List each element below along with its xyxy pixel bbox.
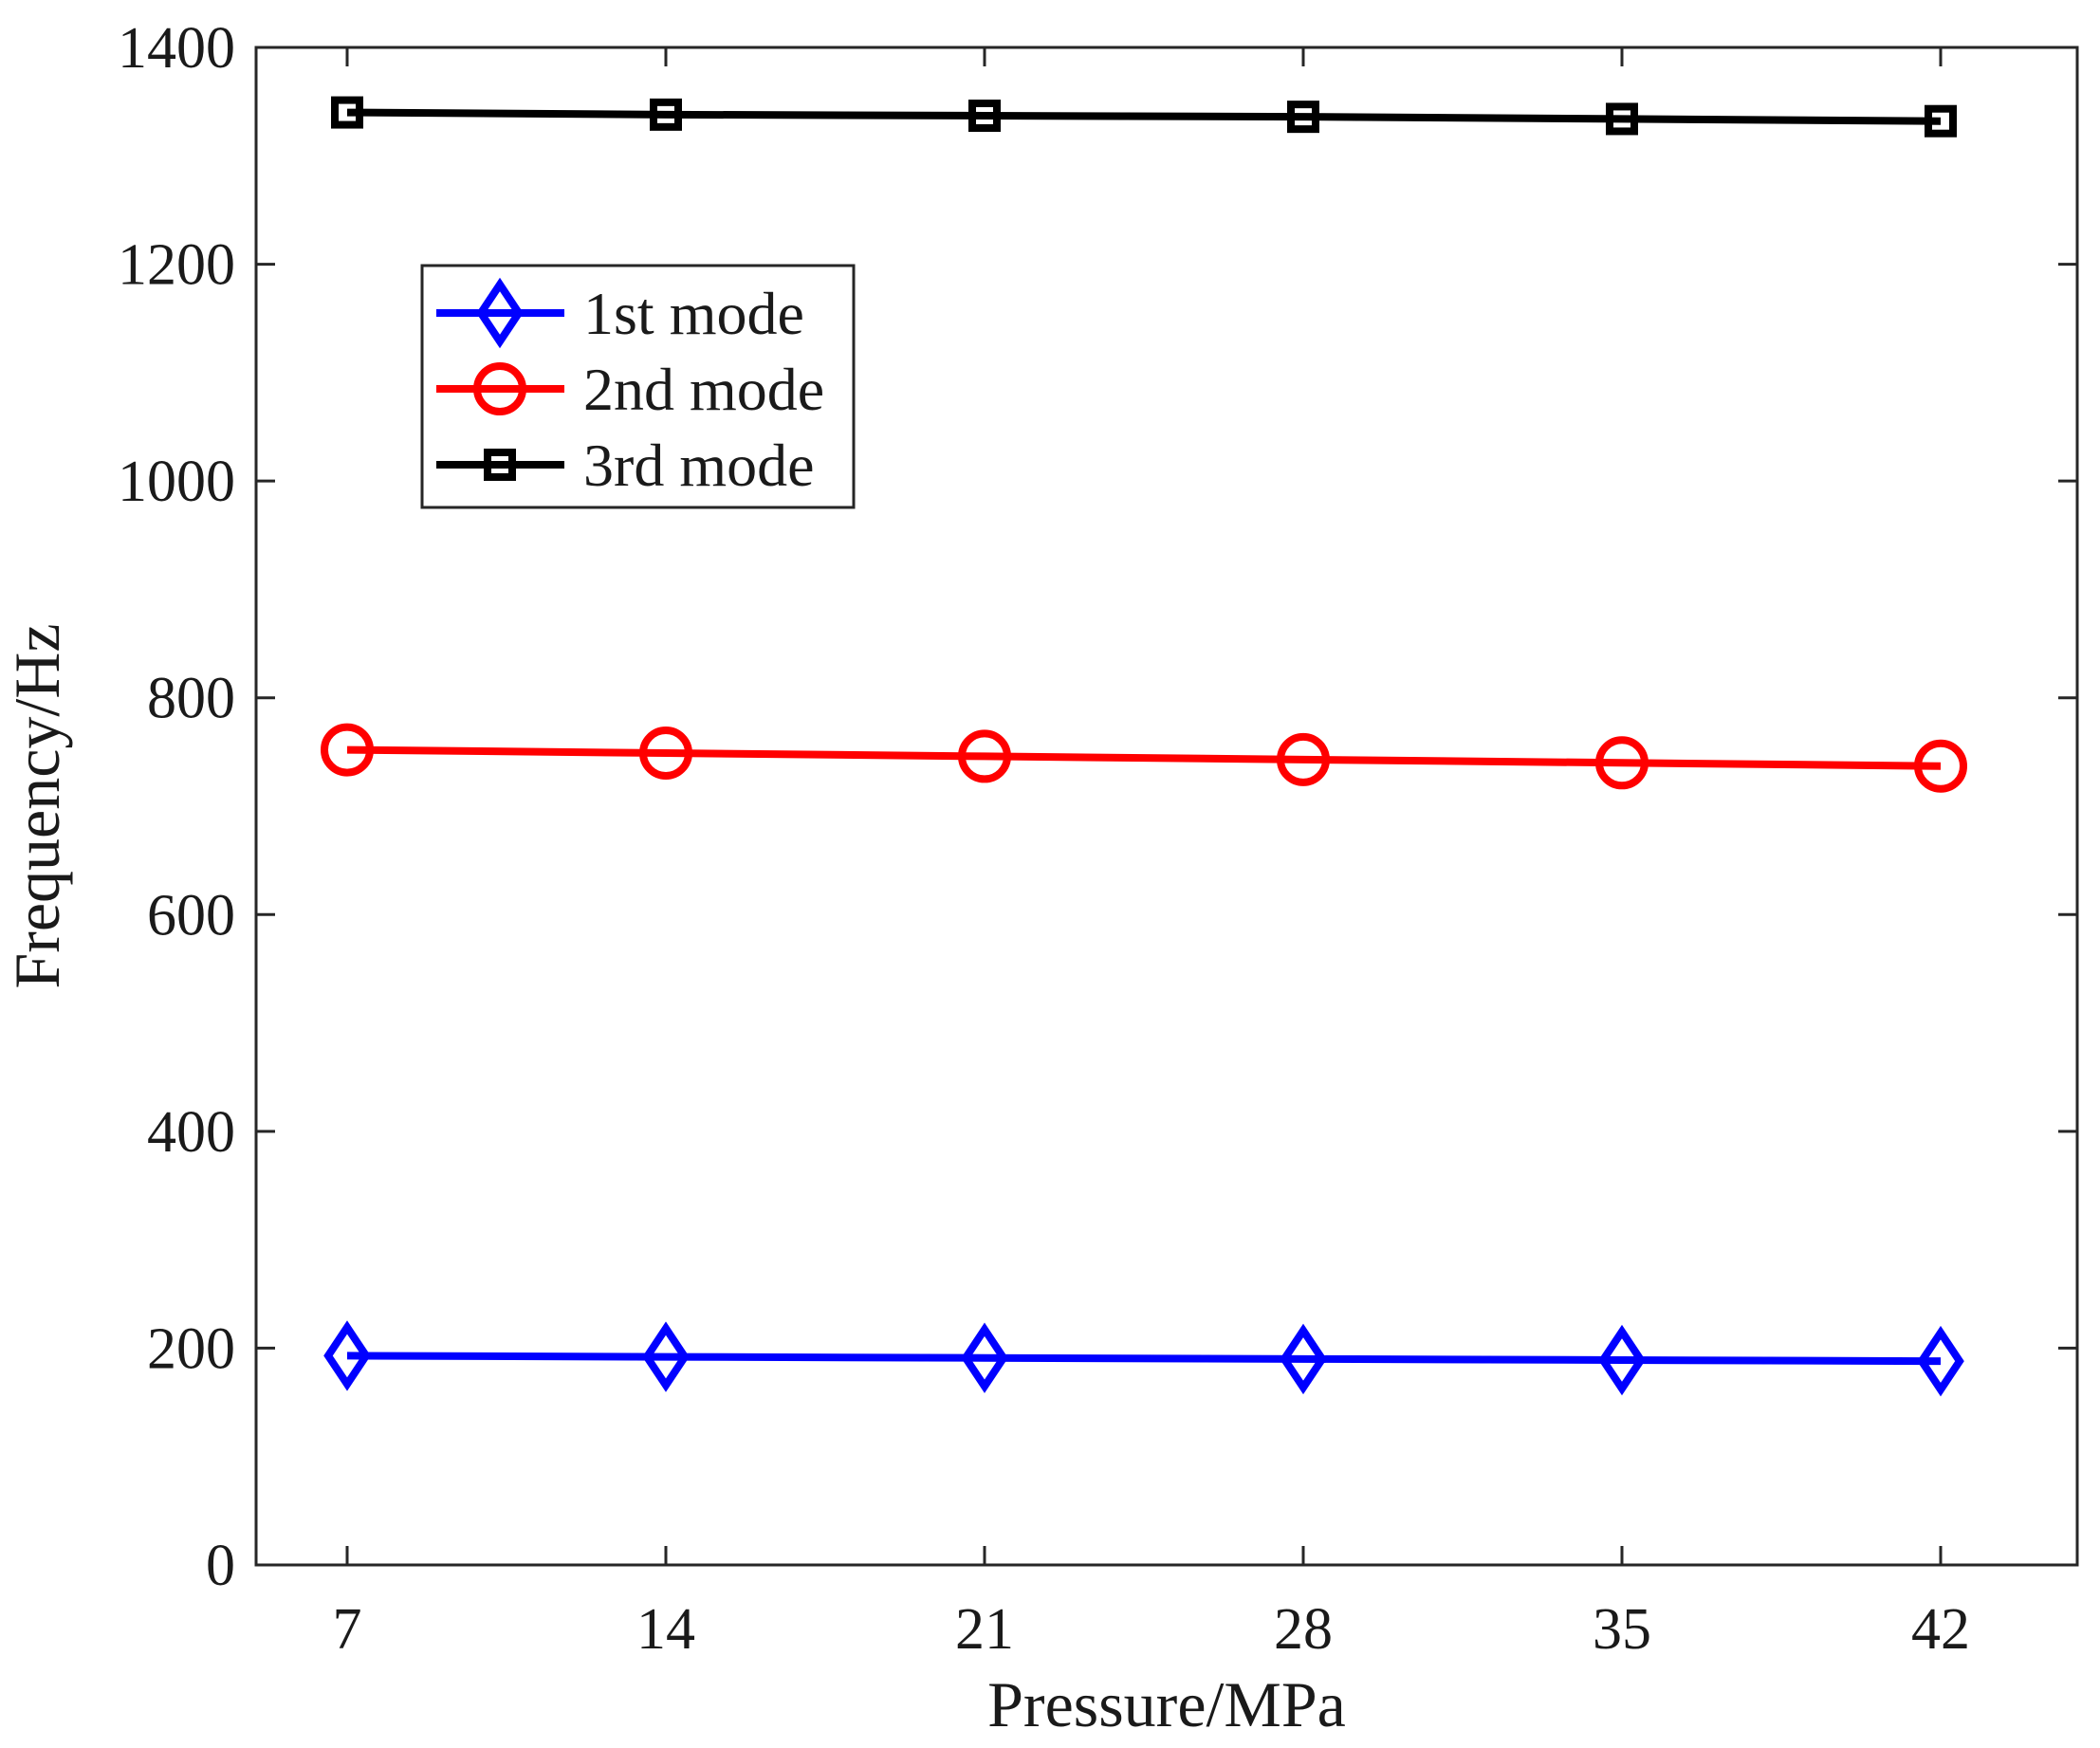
data-point [321,723,374,777]
legend: 1st mode 2nd mode 3rd mode [420,264,856,509]
legend-marker [476,277,524,349]
data-point [639,727,692,780]
y-tick-label: 400 [147,1100,235,1165]
series-3 [331,96,1957,138]
y-tick-label: 0 [206,1534,235,1598]
y-tick-label: 1400 [118,16,235,81]
legend-label: 2nd mode [583,356,824,423]
x-tick-label: 42 [1911,1597,1970,1662]
x-tick-label: 21 [955,1597,1014,1662]
legend-item: 2nd mode [436,356,824,423]
y-tick-label: 800 [147,667,235,731]
series-1 [323,1320,1964,1397]
series-line [346,1352,1942,1366]
series-line [346,108,1942,125]
y-axis-ticks: 0 200 400 600 800 1000 1200 1400 [118,16,2077,1598]
x-axis-ticks: 7 14 21 28 35 42 [333,47,1970,1662]
legend-marker [484,449,516,481]
y-axis-label: Frequency/Hz [1,623,73,988]
axes-box [254,46,2079,1567]
y-tick-label: 600 [147,883,235,948]
series-2 [321,723,1967,793]
data-point [1925,104,1957,138]
legend-item: 1st mode [436,277,804,349]
data-point [642,1321,690,1392]
y-tick-label: 200 [147,1316,235,1381]
x-tick-label: 14 [636,1597,695,1662]
data-point [1277,732,1330,786]
data-point [331,96,363,129]
data-point [650,98,682,131]
x-tick-label: 28 [1274,1597,1333,1662]
data-point [1598,1324,1646,1396]
x-tick-label: 7 [333,1597,362,1662]
legend-label: 3rd mode [583,432,815,499]
x-axis-label: Pressure/MPa [987,1668,1346,1740]
data-point [1595,736,1649,790]
data-point [1606,102,1638,136]
series-line [346,745,1942,770]
series-layer [321,96,1967,1397]
data-point [323,1320,371,1391]
data-point [961,1322,1008,1393]
legend-marker [473,362,526,415]
plot-area [254,46,2079,1567]
data-point [1280,1323,1327,1395]
data-point [958,729,1011,783]
x-tick-label: 35 [1593,1597,1651,1662]
data-point [1287,101,1319,134]
y-tick-label: 1000 [118,450,235,514]
data-point [1917,1325,1964,1397]
y-tick-label: 1200 [118,233,235,298]
data-point [968,100,1001,132]
legend-item: 3rd mode [436,432,815,499]
legend-label: 1st mode [583,280,804,347]
data-point [1914,739,1967,793]
